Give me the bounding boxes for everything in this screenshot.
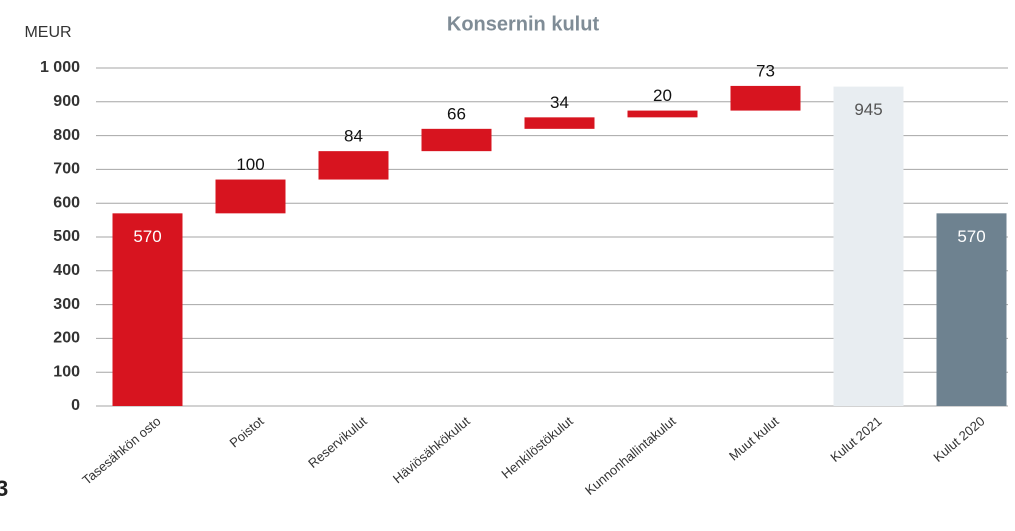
- value-label: 66: [447, 104, 466, 123]
- x-tick-label: Kulut 2020: [930, 413, 987, 464]
- y-tick-label: 300: [53, 296, 80, 313]
- y-tick-label: 700: [53, 161, 80, 178]
- x-tick-label: Reservikulut: [305, 413, 370, 471]
- value-label: 34: [550, 93, 569, 112]
- bar: [936, 213, 1007, 406]
- value-label: 100: [236, 155, 264, 174]
- y-tick-label: 0: [71, 397, 80, 414]
- y-tick-label: 100: [53, 363, 80, 380]
- x-tick-label: Muut kulut: [726, 413, 782, 463]
- x-tick-label: Häviösähkökulut: [390, 413, 473, 486]
- x-tick-label: Henkilöstökulut: [498, 413, 575, 481]
- bar: [318, 151, 389, 180]
- x-tick-label: Poistot: [227, 413, 267, 450]
- x-tick-label: Kunnonhallintakulut: [582, 413, 679, 498]
- bar: [730, 85, 801, 111]
- bar: [421, 128, 492, 152]
- value-label: 73: [756, 61, 775, 80]
- footnote: 3: [0, 476, 8, 501]
- bar: [833, 86, 904, 406]
- bar: [627, 110, 698, 118]
- y-axis-label: MEUR: [24, 24, 71, 41]
- y-tick-label: 500: [53, 228, 80, 245]
- bar: [215, 179, 286, 214]
- y-tick-label: 1 000: [40, 59, 80, 76]
- y-tick-label: 200: [53, 330, 80, 347]
- value-label: 945: [854, 100, 882, 119]
- y-tick-label: 800: [53, 127, 80, 144]
- bar: [112, 213, 183, 406]
- bar: [524, 117, 595, 129]
- y-tick-label: 400: [53, 262, 80, 279]
- x-tick-label: Tasesähkön osto: [79, 413, 163, 487]
- y-tick-label: 600: [53, 194, 80, 211]
- value-label: 570: [133, 227, 161, 246]
- value-label: 570: [957, 227, 985, 246]
- y-tick-label: 900: [53, 93, 80, 110]
- chart-title: Konsernin kulut: [447, 13, 600, 35]
- value-label: 20: [653, 86, 672, 105]
- x-tick-label: Kulut 2021: [827, 413, 884, 464]
- value-label: 84: [344, 127, 363, 146]
